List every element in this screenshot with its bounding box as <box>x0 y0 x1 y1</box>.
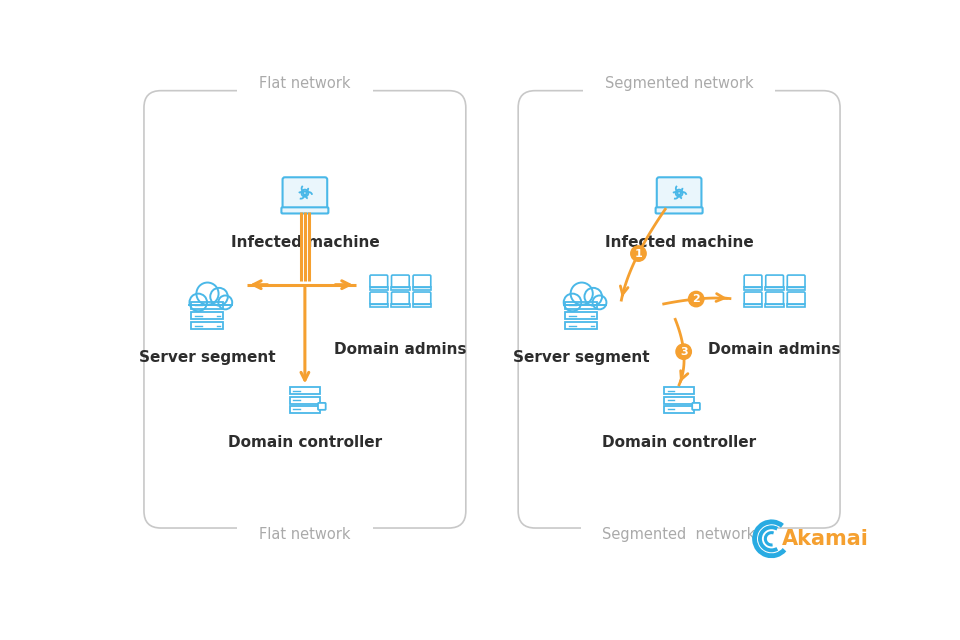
FancyBboxPatch shape <box>282 177 327 209</box>
Bar <box>191 322 224 330</box>
Bar <box>565 312 597 319</box>
Bar <box>744 304 762 307</box>
FancyBboxPatch shape <box>692 403 700 410</box>
Bar <box>391 304 410 307</box>
Text: Domain admins: Domain admins <box>708 342 841 358</box>
Circle shape <box>189 294 207 311</box>
Bar <box>413 287 431 290</box>
Circle shape <box>631 246 646 261</box>
Bar <box>391 287 410 290</box>
Circle shape <box>592 296 607 309</box>
Bar <box>787 304 805 307</box>
Bar <box>765 287 783 290</box>
Bar <box>565 322 597 330</box>
Bar <box>290 397 320 404</box>
Bar <box>290 406 320 413</box>
Bar <box>290 387 320 394</box>
Circle shape <box>678 191 681 195</box>
FancyBboxPatch shape <box>656 207 703 214</box>
FancyBboxPatch shape <box>657 177 702 209</box>
Text: Server segment: Server segment <box>139 350 276 365</box>
Bar <box>765 304 783 307</box>
Bar <box>191 301 224 309</box>
Circle shape <box>676 344 691 360</box>
Bar <box>370 304 388 307</box>
Bar <box>664 387 694 394</box>
Circle shape <box>585 288 602 305</box>
Circle shape <box>564 294 581 311</box>
Bar <box>370 287 388 290</box>
Circle shape <box>218 296 232 309</box>
Text: Domain controller: Domain controller <box>228 435 382 450</box>
Bar <box>191 312 224 319</box>
Text: Segmented network: Segmented network <box>605 76 754 92</box>
Text: Infected machine: Infected machine <box>605 235 754 250</box>
Bar <box>787 287 805 290</box>
Bar <box>565 301 597 309</box>
Bar <box>664 397 694 404</box>
Text: Domain controller: Domain controller <box>602 435 756 450</box>
Circle shape <box>688 291 704 307</box>
Text: 3: 3 <box>680 347 687 356</box>
Circle shape <box>570 282 592 305</box>
Circle shape <box>303 191 306 195</box>
Bar <box>664 406 694 413</box>
Text: Flat network: Flat network <box>259 527 350 542</box>
Text: Domain admins: Domain admins <box>334 342 467 358</box>
Circle shape <box>197 282 219 305</box>
Text: Segmented  network: Segmented network <box>603 527 756 542</box>
Bar <box>413 304 431 307</box>
FancyBboxPatch shape <box>318 403 325 410</box>
Text: 1: 1 <box>635 248 642 259</box>
FancyBboxPatch shape <box>281 207 328 214</box>
Text: Akamai: Akamai <box>782 529 869 549</box>
Text: Infected machine: Infected machine <box>230 235 379 250</box>
Text: Server segment: Server segment <box>513 350 650 365</box>
Bar <box>744 287 762 290</box>
Text: Flat network: Flat network <box>259 76 350 92</box>
Circle shape <box>210 288 228 305</box>
Text: 2: 2 <box>692 294 700 304</box>
